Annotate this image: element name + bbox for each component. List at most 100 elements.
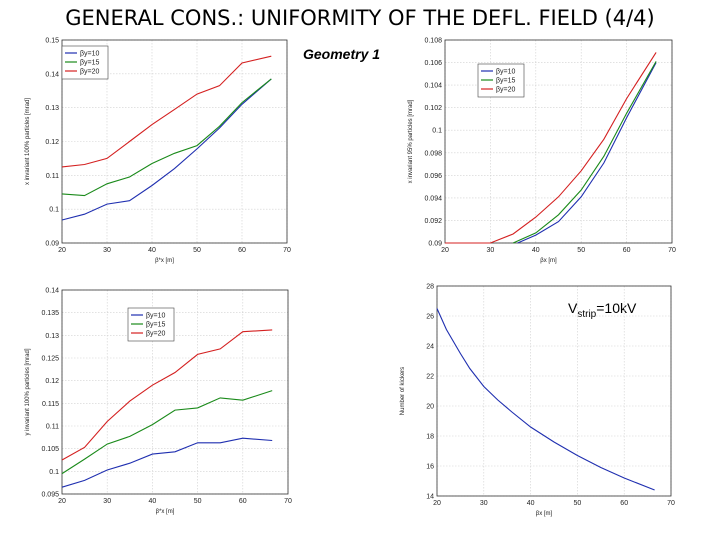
y-tick-label: 0.1: [49, 207, 59, 214]
x-axis-label: β*x [m]: [155, 258, 174, 264]
y-tick-label: 0.105: [41, 446, 59, 453]
y-tick-label: 24: [426, 344, 434, 351]
x-tick-label: 60: [623, 247, 631, 254]
legend-label: βy=20: [80, 69, 100, 76]
geometry-label: Geometry 1: [303, 46, 381, 62]
y-tick-label: 0.092: [424, 218, 442, 225]
y-tick-label: 22: [426, 374, 434, 381]
series-line: [61, 78, 272, 197]
x-axis-label: βx [m]: [540, 258, 557, 264]
series-line: [61, 437, 273, 488]
x-tick-label: 20: [58, 498, 66, 505]
y-axis-label: x invariant 95% particles [mrad]: [408, 99, 414, 183]
series-line: [445, 52, 657, 244]
x-tick-label: 30: [103, 498, 111, 505]
series-line: [517, 62, 657, 244]
x-tick-label: 40: [148, 247, 156, 254]
y-tick-label: 0.13: [45, 105, 59, 112]
x-tick-label: 70: [284, 498, 292, 505]
x-tick-label: 40: [532, 247, 540, 254]
series-line: [436, 308, 655, 491]
plot-frame: [61, 289, 289, 495]
y-tick-label: 14: [426, 494, 434, 501]
y-tick-label: 0.1: [49, 469, 59, 476]
y-tick-label: 0.135: [41, 310, 59, 317]
x-tick-label: 50: [194, 498, 202, 505]
x-tick-label: 30: [487, 247, 495, 254]
y-tick-label: 0.14: [45, 71, 59, 78]
y-tick-label: 0.095: [41, 492, 59, 499]
legend-label: βy=20: [146, 331, 166, 338]
series-line: [512, 61, 657, 244]
legend-label: βy=10: [80, 51, 100, 58]
x-axis-label: β*x [m]: [156, 509, 175, 515]
y-tick-label: 0.098: [424, 150, 442, 157]
y-tick-label: 0.104: [424, 83, 442, 90]
legend-label: βy=10: [146, 313, 166, 320]
x-tick-label: 70: [668, 247, 676, 254]
y-tick-label: 0.1: [432, 128, 442, 135]
x-tick-label: 20: [441, 247, 449, 254]
legend-label: βy=15: [146, 322, 166, 329]
y-tick-label: 26: [426, 314, 434, 321]
y-tick-label: 0.106: [424, 60, 442, 67]
y-tick-label: 0.15: [45, 38, 59, 45]
x-tick-label: 20: [58, 247, 66, 254]
slide-title: GENERAL CONS.: UNIFORMITY OF THE DEFL. F…: [65, 6, 655, 30]
y-tick-label: 0.102: [424, 105, 442, 112]
x-tick-label: 70: [283, 247, 291, 254]
x-tick-label: 30: [480, 500, 488, 507]
series-line: [61, 55, 272, 168]
y-axis-label: Number of kickers: [400, 367, 406, 415]
y-tick-label: 0.108: [424, 38, 442, 45]
y-tick-label: 0.14: [45, 288, 59, 295]
x-tick-label: 40: [149, 498, 157, 505]
x-tick-label: 60: [238, 247, 246, 254]
y-tick-label: 0.096: [424, 173, 442, 180]
y-axis-label: y invariant 100% particles [mrad]: [25, 348, 31, 435]
y-tick-label: 0.125: [41, 356, 59, 363]
x-tick-label: 20: [433, 500, 441, 507]
legend-label: βy=15: [496, 78, 516, 85]
y-axis-label: x invariant 100% particles [mrad]: [25, 98, 31, 185]
legend-label: βy=10: [496, 69, 516, 76]
x-tick-label: 60: [239, 498, 247, 505]
legend-label: βy=20: [496, 87, 516, 94]
y-tick-label: 0.09: [45, 241, 59, 248]
y-tick-label: 0.115: [42, 401, 59, 408]
vstrip-label: Vstrip=10kV: [568, 300, 636, 320]
y-tick-label: 0.12: [45, 139, 59, 146]
y-tick-label: 0.13: [45, 333, 59, 340]
x-tick-label: 70: [667, 500, 675, 507]
x-axis-label: βx [m]: [536, 511, 553, 517]
y-tick-label: 20: [426, 404, 434, 411]
y-tick-label: 0.11: [46, 173, 59, 180]
plot-frame: [444, 39, 673, 244]
series-line: [61, 78, 272, 221]
series-line: [61, 390, 273, 475]
x-tick-label: 50: [574, 500, 582, 507]
y-tick-label: 18: [426, 434, 434, 441]
x-tick-label: 50: [193, 247, 201, 254]
y-tick-label: 0.11: [46, 424, 59, 431]
x-tick-label: 40: [527, 500, 535, 507]
y-tick-label: 0.09: [428, 241, 442, 248]
vstrip-sub: strip: [577, 308, 597, 320]
x-tick-label: 60: [620, 500, 628, 507]
y-tick-label: 0.094: [424, 195, 442, 202]
y-tick-label: 0.12: [45, 378, 59, 385]
y-tick-label: 16: [426, 464, 434, 471]
x-tick-label: 30: [103, 247, 111, 254]
x-tick-label: 50: [577, 247, 585, 254]
plot-frame: [436, 285, 672, 497]
y-tick-label: 28: [426, 284, 434, 291]
legend-label: βy=15: [80, 60, 100, 67]
plot-frame: [61, 39, 288, 244]
series-line: [61, 329, 273, 461]
legend-box: [61, 45, 109, 80]
vstrip-tail: =10kV: [596, 300, 637, 316]
